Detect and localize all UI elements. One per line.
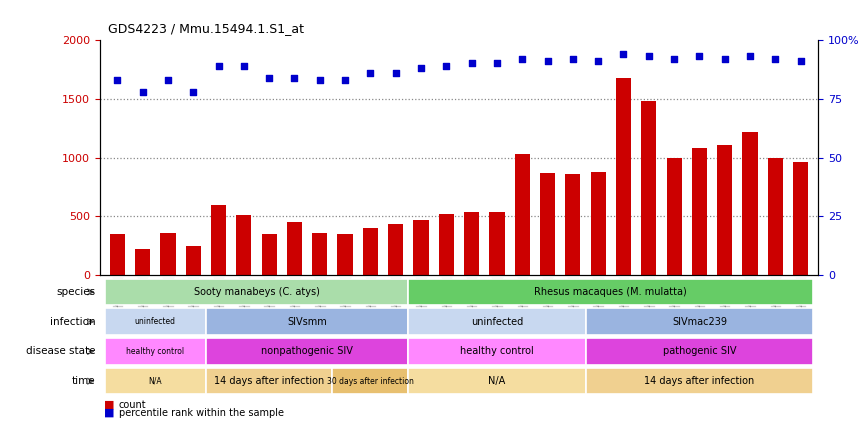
Point [743, 53, 757, 60]
Bar [641, 101, 656, 275]
Point [490, 60, 504, 67]
Bar [338, 234, 352, 275]
Text: SIVsmm: SIVsmm [288, 317, 327, 327]
Point [566, 55, 580, 62]
Text: N/A: N/A [488, 376, 506, 386]
Bar [439, 214, 454, 275]
Point [313, 76, 326, 83]
FancyBboxPatch shape [105, 279, 409, 305]
Bar [742, 132, 758, 275]
Bar [262, 234, 277, 275]
Text: ■: ■ [104, 408, 114, 418]
FancyBboxPatch shape [585, 338, 813, 365]
Point [288, 74, 301, 81]
FancyBboxPatch shape [409, 309, 585, 335]
Point [768, 55, 782, 62]
Point [414, 65, 428, 72]
Point [794, 58, 808, 65]
Text: pathogenic SIV: pathogenic SIV [662, 346, 736, 357]
Point [617, 51, 630, 58]
Point [515, 55, 529, 62]
Point [110, 76, 124, 83]
Bar [616, 78, 631, 275]
Point [186, 88, 200, 95]
Bar [110, 234, 125, 275]
Bar [464, 212, 479, 275]
Bar [717, 145, 733, 275]
Text: time: time [72, 376, 95, 386]
FancyBboxPatch shape [206, 309, 409, 335]
Text: N/A: N/A [148, 377, 162, 386]
Bar [591, 172, 606, 275]
Point [718, 55, 732, 62]
Text: 14 days after infection: 14 days after infection [644, 376, 754, 386]
Bar [413, 220, 429, 275]
FancyBboxPatch shape [105, 368, 206, 394]
FancyBboxPatch shape [206, 368, 333, 394]
Text: count: count [119, 400, 146, 410]
Point [439, 62, 453, 69]
Bar [565, 174, 580, 275]
FancyBboxPatch shape [585, 368, 813, 394]
FancyBboxPatch shape [409, 338, 585, 365]
FancyBboxPatch shape [409, 368, 585, 394]
Point [136, 88, 150, 95]
FancyBboxPatch shape [585, 309, 813, 335]
Bar [135, 250, 150, 275]
Bar [514, 154, 530, 275]
Text: species: species [56, 287, 95, 297]
Point [364, 69, 378, 76]
Bar [540, 173, 555, 275]
Bar [388, 223, 404, 275]
Point [693, 53, 707, 60]
Text: 14 days after infection: 14 days after infection [214, 376, 324, 386]
Bar [667, 158, 682, 275]
Point [262, 74, 276, 81]
Bar [793, 163, 808, 275]
Bar [692, 148, 707, 275]
Point [465, 60, 479, 67]
Text: GDS4223 / Mmu.15494.1.S1_at: GDS4223 / Mmu.15494.1.S1_at [108, 23, 304, 36]
FancyBboxPatch shape [105, 338, 206, 365]
Text: healthy control: healthy control [460, 346, 533, 357]
Point [211, 62, 225, 69]
Bar [236, 215, 251, 275]
Bar [185, 246, 201, 275]
Bar [287, 222, 302, 275]
FancyBboxPatch shape [409, 279, 813, 305]
FancyBboxPatch shape [333, 368, 409, 394]
Bar [312, 233, 327, 275]
Text: Sooty manabeys (C. atys): Sooty manabeys (C. atys) [194, 287, 320, 297]
Point [389, 69, 403, 76]
Text: uninfected: uninfected [135, 317, 176, 326]
Point [161, 76, 175, 83]
Text: disease state: disease state [26, 346, 95, 357]
FancyBboxPatch shape [206, 338, 409, 365]
Text: healthy control: healthy control [126, 347, 184, 356]
Bar [363, 228, 378, 275]
Bar [768, 158, 783, 275]
Bar [489, 212, 505, 275]
Bar [211, 205, 226, 275]
Text: percentile rank within the sample: percentile rank within the sample [119, 408, 284, 418]
Point [642, 53, 656, 60]
FancyBboxPatch shape [105, 309, 206, 335]
Text: nonpathogenic SIV: nonpathogenic SIV [262, 346, 353, 357]
Text: SIVmac239: SIVmac239 [672, 317, 727, 327]
Text: infection: infection [49, 317, 95, 327]
Point [338, 76, 352, 83]
Text: 30 days after infection: 30 days after infection [327, 377, 414, 386]
Text: Rhesus macaques (M. mulatta): Rhesus macaques (M. mulatta) [534, 287, 688, 297]
Text: ■: ■ [104, 400, 114, 410]
Point [540, 58, 554, 65]
Point [237, 62, 251, 69]
Point [667, 55, 681, 62]
Text: uninfected: uninfected [471, 317, 523, 327]
Bar [160, 233, 176, 275]
Point [591, 58, 605, 65]
